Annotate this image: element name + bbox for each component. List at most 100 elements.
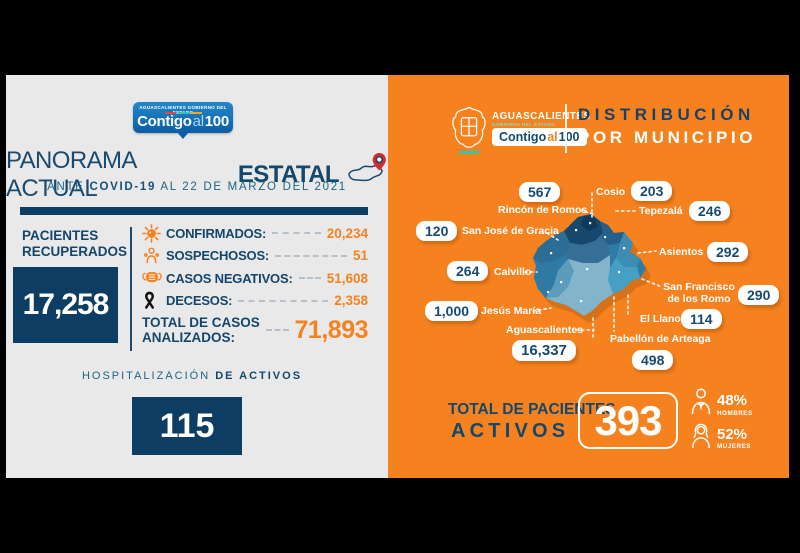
woman-icon — [689, 422, 713, 454]
municipality-calvillo-pill: 264 — [447, 261, 489, 281]
logo-100: 100 — [204, 113, 229, 130]
municipality-asientos-pill: 292 — [707, 242, 749, 262]
stat-row-casos-negativos: CASOS NEGATIVOS: 51,608 — [142, 268, 368, 288]
recovered-line2: RECUPERADOS — [22, 243, 128, 259]
title-regular: PANORAMA ACTUAL — [6, 147, 136, 202]
municipality-rincon-pill: 567 — [519, 182, 561, 202]
municipality-calvillo-label: Calvillo — [494, 266, 532, 278]
dotted-leader — [275, 254, 347, 257]
active-total-value: 393 — [594, 396, 662, 444]
logo-speech-tail — [177, 132, 189, 139]
mark-red — [164, 112, 176, 114]
women-label: MUJERES — [717, 443, 751, 450]
aguascalientes-state-map — [524, 192, 663, 338]
total-patients-line1: TOTAL DE PACIENTES — [448, 401, 616, 418]
stats-list: CONFIRMADOS: 20,234 SOSPECHOSOS: 51 — [142, 223, 369, 346]
mark-teal — [177, 112, 189, 114]
municipality-aguascalientes-label: Aguascalientes — [506, 324, 584, 336]
logo-color-marks — [133, 112, 233, 114]
stat-row-sospechosos: SOSPECHOSOS: 51 — [142, 246, 368, 266]
logo-al: al — [192, 113, 204, 130]
dotted-leader — [238, 299, 329, 302]
hosp-bold: DE ACTIVOS — [215, 370, 303, 382]
municipality-cosio-pill: 203 — [631, 181, 673, 201]
subtitle-pre: ANTE — [47, 181, 90, 193]
municipality-pabellon-label: Pabellón de Arteaga — [610, 333, 711, 345]
stat-label: CASOS NEGATIVOS: — [166, 270, 293, 286]
men-percent: 48% — [717, 392, 748, 409]
total-label: TOTAL DE CASOS ANALIZADOS: — [142, 315, 260, 346]
active-total-box: 393 — [578, 392, 678, 449]
location-pin-icon — [346, 152, 388, 191]
municipality-sanfrancisco-label: San Francisco de los Romo — [663, 281, 735, 305]
virus-icon — [142, 223, 166, 243]
logo-contigo: Contigo — [137, 113, 192, 130]
hospitalization-value: 115 — [159, 406, 215, 445]
person-icon — [142, 246, 166, 265]
municipality-pabellon-pill: 498 — [632, 350, 674, 370]
pill-contigo: Contigo — [499, 130, 547, 144]
men-label: HOMBRES — [717, 410, 753, 417]
municipality-jesusmaria-pill: 1,000 — [425, 301, 479, 321]
hospitalization-value-box: 115 — [132, 397, 242, 455]
logo-main-text: Contigoal100 — [133, 113, 233, 130]
recovered-label: PACIENTES RECUPERADOS — [22, 228, 127, 259]
stat-value: 20,234 — [326, 225, 368, 241]
stat-label: DECESOS: — [166, 293, 233, 308]
total-line1: TOTAL DE CASOS — [142, 314, 260, 330]
subtitle-post: AL 22 DE MARZO DEL 2021 — [156, 181, 347, 193]
panel-estatal: AGUASCALIENTES GOBIERNO DEL ESTADO Conti… — [6, 75, 388, 478]
contigo-al-100-pill: Contigoal100 — [492, 128, 587, 146]
recovered-line1: PACIENTES — [22, 228, 99, 243]
municipality-rincon-label: Rincón de Romos — [498, 204, 588, 216]
municipality-tepezala-label: Tepezalá — [639, 205, 683, 217]
hosp-regular: HOSPITALIZACIÓN — [81, 370, 216, 382]
stat-label: SOSPECHOSOS: — [166, 248, 270, 263]
distribution-title-line1: DISTRIBUCIÓN — [578, 105, 755, 124]
municipality-sanjose-pill: 120 — [416, 221, 458, 241]
municipality-sanfrancisco-pill: 290 — [738, 285, 780, 305]
municipality-aguascalientes-pill: 16,337 — [512, 340, 576, 361]
recovered-value-box: 17,258 — [13, 267, 118, 343]
mask-icon — [142, 270, 166, 286]
municipality-elllano-label: El Llano — [640, 313, 681, 325]
stat-row-decesos: DECESOS: 2,358 — [142, 291, 368, 311]
stat-row-total: TOTAL DE CASOS ANALIZADOS: 71,893 — [142, 315, 369, 346]
dotted-leader — [265, 329, 289, 332]
dotted-leader — [272, 232, 321, 234]
stat-value: 51 — [352, 248, 368, 263]
pill-100: 100 — [558, 130, 580, 144]
mark-orange — [190, 112, 202, 114]
vertical-divider — [130, 227, 132, 351]
total-value: 71,893 — [294, 315, 369, 344]
gov-name: AGUASCALIENTES — [492, 111, 591, 122]
women-percent: 52% — [717, 426, 748, 443]
recovered-value: 17,258 — [22, 288, 110, 321]
subtitle-covid: COVID-19 — [89, 181, 157, 193]
title-bold: ESTATAL — [237, 161, 340, 188]
panel-municipios: AGUASCALIENTES GOBIERNO DEL ESTADO Conti… — [388, 75, 789, 478]
gov-subtitle: GOBIERNO DEL ESTADO — [492, 122, 556, 127]
divider-bar — [20, 207, 368, 215]
municipality-jesusmaria-label: Jesús María — [481, 305, 542, 317]
municipality-elllano-pill: 114 — [681, 309, 722, 329]
stat-value: 51,608 — [326, 270, 368, 286]
page-title: PANORAMA ACTUAL ESTATAL — [6, 147, 388, 203]
municipality-sanjose-label: San José de Gracia — [462, 225, 559, 237]
stat-label: CONFIRMADOS: — [166, 225, 267, 241]
contigo-al-100-logo: AGUASCALIENTES GOBIERNO DEL ESTADO Conti… — [133, 102, 233, 133]
stat-row-confirmados: CONFIRMADOS: 20,234 — [142, 223, 368, 243]
ribbon-icon — [142, 291, 166, 310]
municipality-tepezala-pill: 246 — [689, 201, 731, 221]
man-icon — [689, 387, 713, 420]
total-line2: ANALIZADOS: — [142, 330, 235, 346]
pill-al: al — [547, 130, 558, 144]
subtitle-date: ANTE COVID-19 AL 22 DE MARZO DEL 2021 — [6, 181, 388, 193]
dotted-leader — [298, 277, 321, 279]
municipality-cosio-label: Cosio — [596, 186, 626, 198]
total-patients-line2: ACTIVOS — [451, 420, 570, 442]
distribution-title-line2: POR MUNICIPIO — [578, 128, 757, 147]
municipality-asientos-label: Asientos — [659, 246, 704, 258]
header-divider — [565, 104, 567, 153]
